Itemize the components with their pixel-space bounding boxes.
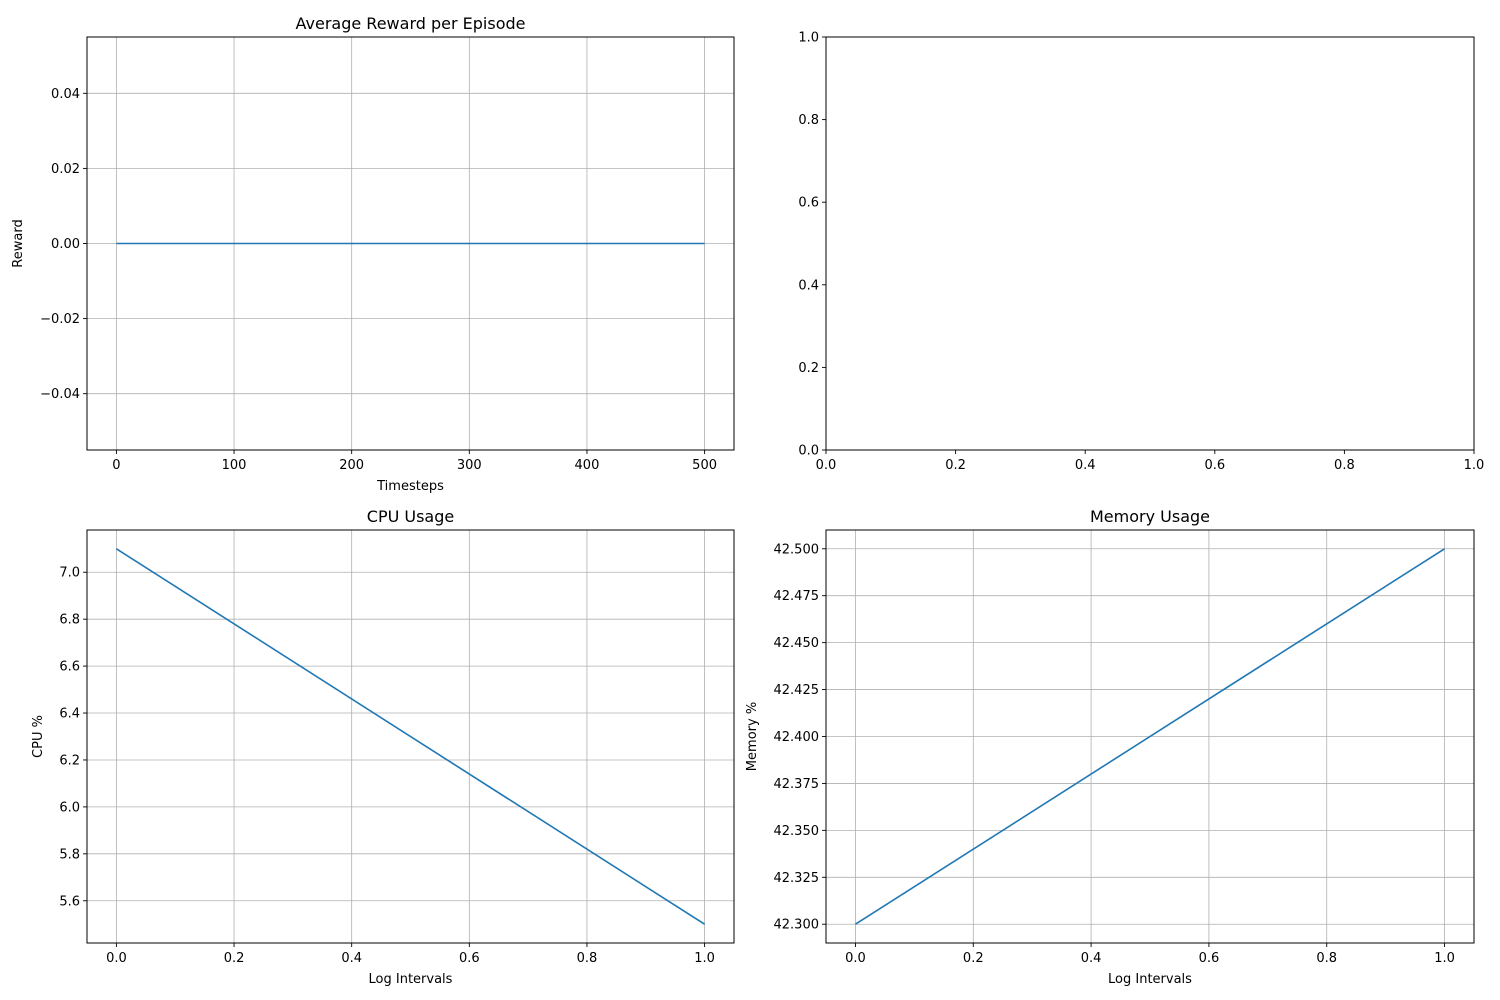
x-tick-label: 0.6 [459,951,480,966]
x-axis-label: Log Intervals [1108,972,1192,987]
series-line [855,548,1445,925]
y-tick-label: 1.0 [798,31,819,46]
chart-panel-3: 0.0 0.2 0.4 0.6 0.8 1.0 5.6 5.8 6.0 6.2 6.4 6.6 6.8 7… [31,507,735,987]
y-tick-label: 7.0 [59,566,80,581]
axes-frame [825,36,1475,451]
x-axis-label: Log Intervals [369,972,453,987]
x-tick-label: 0.6 [1199,951,1220,966]
x-tick-label: 300 [457,458,482,473]
y-axis-label: Memory % [745,702,760,771]
y-tick-label: 0.0 [798,444,819,459]
x-tick-label: 1.0 [694,951,715,966]
x-tick-label: 500 [692,458,717,473]
y-tick-label: 5.8 [59,847,80,862]
chart-panel-2: 0.0 0.2 0.4 0.6 0.8 1.0 0.0 0.2 0.4 0.6 0.8 1.0 [798,31,1484,474]
y-axis-label: CPU % [31,715,46,758]
x-tick-label: 0.4 [341,951,362,966]
y-tick-label: −0.02 [40,312,80,327]
y-tick-label: 42.300 [774,918,820,933]
chart-title: Average Reward per Episode [296,14,526,33]
y-tick-label: 42.450 [774,636,820,651]
y-tick-label: 42.375 [774,777,820,792]
y-tick-label: 0.4 [798,278,819,293]
y-tick-label: 0.8 [798,113,819,128]
x-tick-label: 0.8 [1334,458,1355,473]
x-tick-label: 200 [339,458,364,473]
y-tick-label: 6.2 [59,753,80,768]
y-tick-label: 0.04 [51,87,80,102]
x-tick-label: 0.4 [1081,951,1102,966]
y-tick-label: 42.475 [774,589,820,604]
x-tick-label: 0.2 [224,951,245,966]
y-tick-label: 6.0 [59,800,80,815]
chart-panel-1: 0 100 200 300 400 500 −0.04 −0.02 0.00 0.02 0.04 Av… [11,14,735,494]
y-tick-label: −0.04 [40,387,80,402]
x-tick-label: 0.0 [845,951,866,966]
x-tick-label: 1.0 [1434,951,1455,966]
x-tick-label: 0.8 [577,951,598,966]
y-tick-label: 42.400 [774,730,820,745]
x-tick-label: 0.4 [1075,458,1096,473]
y-tick-label: 42.325 [774,871,820,886]
x-tick-label: 0.8 [1316,951,1337,966]
x-tick-label: 0.0 [816,458,837,473]
y-tick-label: 5.6 [59,894,80,909]
y-tick-label: 6.8 [59,613,80,628]
x-tick-label: 0.2 [945,458,966,473]
x-tick-label: 0 [112,458,120,473]
x-axis-label: Timesteps [376,479,444,494]
x-tick-label: 1.0 [1464,458,1485,473]
y-tick-label: 6.4 [59,707,80,722]
x-tick-label: 400 [575,458,600,473]
axes-frame [86,529,735,944]
x-tick-label: 0.2 [963,951,984,966]
y-tick-label: 0.00 [51,237,80,252]
x-tick-label: 0.6 [1204,458,1225,473]
chart-title: CPU Usage [367,507,454,526]
series-line [115,548,706,925]
y-tick-label: 42.500 [774,542,820,557]
y-tick-label: 0.02 [51,162,80,177]
y-tick-label: 0.6 [798,196,819,211]
y-tick-label: 6.6 [59,660,80,675]
y-tick-label: 42.425 [774,683,820,698]
y-axis-label: Reward [11,219,26,267]
y-tick-label: 42.350 [774,824,820,839]
y-tick-label: 0.2 [798,361,819,376]
chart-title: Memory Usage [1090,507,1210,526]
chart-panel-4: 0.0 0.2 0.4 0.6 0.8 1.0 42.300 42.325 42.350 42.3… [745,507,1475,987]
x-tick-label: 100 [222,458,247,473]
x-tick-label: 0.0 [106,951,127,966]
